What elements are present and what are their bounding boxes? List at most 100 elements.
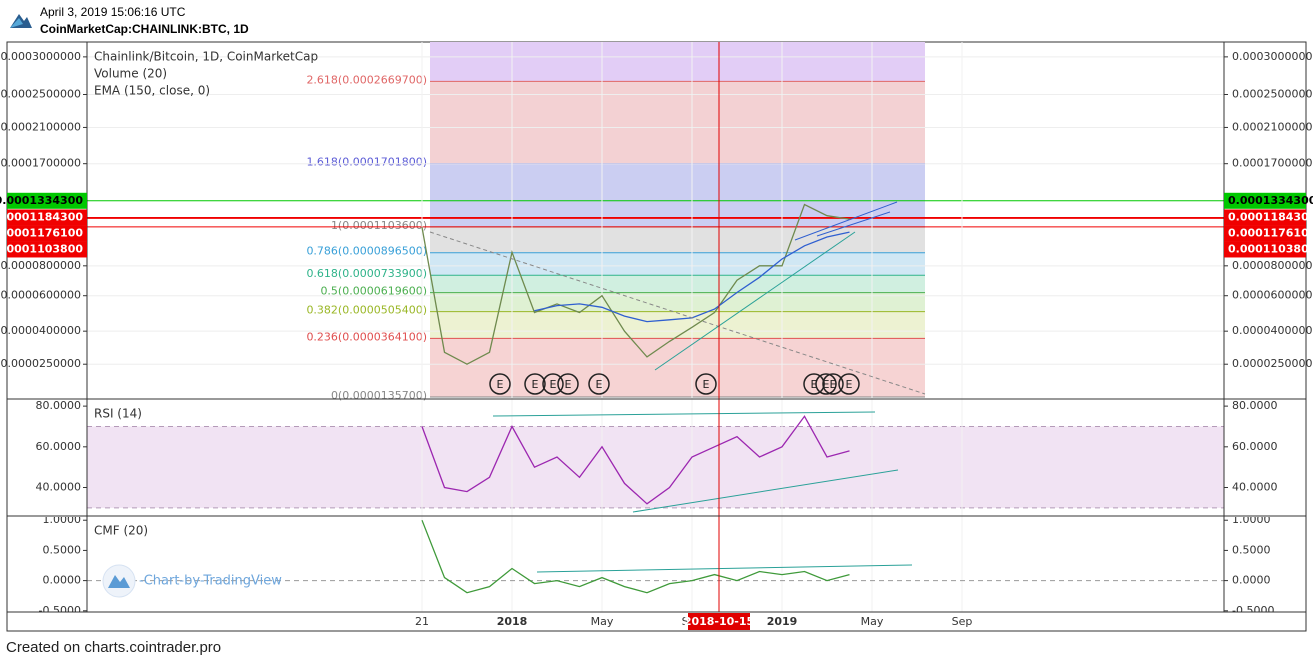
watermark-text: -Chart-by-TradingView [139,574,282,589]
y-tick-label: 80.0000 [1232,399,1278,412]
header-date: April 3, 2019 15:06:16 UTC [40,5,186,19]
fib-label: 0.786(0.0000896500) [306,245,427,258]
trendline [632,469,899,513]
price-tag [7,241,87,258]
y-tick-label: 0.5000 [1232,543,1271,556]
event-label: E [550,378,557,391]
price-tag [7,225,87,242]
event-label: E [830,378,837,391]
price-tag-label: 0.0001176100 [0,226,83,239]
fib-band [430,311,925,339]
fib-label: 0.382(0.0000505400) [306,304,427,317]
drawings [429,42,926,612]
rsi-band [87,426,1224,508]
event-label: E [497,378,504,391]
event-label: E [565,378,572,391]
y-tick-label: 40.0000 [1232,481,1278,494]
event-label: E [811,378,818,391]
x-tick-label: 21 [415,615,429,628]
event-marker [822,373,844,395]
fib-band [430,226,925,253]
y-tick-label: 1.0000 [43,513,82,526]
x-tick-label: May [861,615,884,628]
y-tick-label: 0.0000600000 [1,289,81,302]
event-marker [557,373,579,395]
legend-entry: EMA (150, close, 0) [94,84,210,98]
fib-label: 1(0.0001103600) [331,219,427,232]
header-symbol: CoinMarketCap:CHAINLINK:BTC, 1D [40,22,249,36]
fib-label: 2.618(0.0002669700) [306,73,427,86]
y-tick-label: 0.0000800000 [1232,259,1312,272]
price-tag [7,209,87,226]
trendline [654,231,856,371]
y-tick-label: 0.0000250000 [1232,357,1312,370]
y-tick-label: 0.5000 [43,543,82,556]
event-label: E [596,378,603,391]
event-marker [803,373,825,395]
y-tick-label: -0.5000 [1232,604,1274,617]
series-line [421,519,850,594]
price-tag [7,192,87,209]
y-tick-label: 0.0000800000 [1,259,81,272]
price-tag-label: 0.0001103800 [1228,242,1313,255]
crosshair-tag [688,613,750,630]
y-tick-label: 60.0000 [1232,440,1278,453]
x-tick-label: Sep [952,615,973,628]
y-tick-label: 0.0002500000 [1,88,81,101]
y-tick-label: 0.0000250000 [1,357,81,370]
y-tick-label: 0.0002500000 [1232,88,1312,101]
price-tag [1224,241,1306,258]
fib-label: 0.5(0.0000619600) [320,285,427,298]
y-tick-label: 0.0002100000 [1232,120,1312,133]
trendline [536,564,913,573]
legend-entry: Volume (20) [94,67,167,81]
y-tick-label: -0.5000 [39,604,81,617]
y-tick-label: 1.0000 [1232,513,1271,526]
price-tag [1224,209,1306,226]
event-marker [489,373,511,395]
price-tag-label: 0.0001184300 [1228,210,1313,223]
fib-label: 0.236(0.0000364100) [306,330,427,343]
y-tick-label: 0.0000400000 [1,324,81,337]
y-tick-label: 80.0000 [36,399,82,412]
trendline [794,201,898,241]
event-marker [588,373,610,395]
price-tag [1224,192,1306,209]
event-label: E [703,378,710,391]
watermark: -Chart-by-TradingView [102,564,282,598]
fib-label: 1.618(0.0001701800) [306,156,427,169]
fib-band [430,42,925,82]
fib-band [430,81,925,164]
price-tag-label: 0.0001103800 [0,242,83,255]
crosshair-label: 2018-10-15 [684,615,754,628]
trendline [492,411,876,417]
fib-label: 0(0.0000135700) [331,389,427,402]
footer: Created on charts.cointrader.pro [6,639,221,656]
price-tag-label: 0.0001184300 [0,210,83,223]
event-marker [524,373,546,395]
fib-label: 0.618(0.0000733900) [306,267,427,280]
series-line [421,203,850,365]
y-tick-label: 40.0000 [36,481,82,494]
price-tag-label: 0.0001176100 [1228,226,1313,239]
y-tick-label: 60.0000 [36,440,82,453]
event-marker [838,373,860,395]
pane-title: Chainlink/Bitcoin, 1D, CoinMarketCap [94,50,318,64]
event-marker [542,373,564,395]
y-tick-label: 0.0000 [43,574,82,587]
event-label: E [532,378,539,391]
y-tick-label: 0.0002100000 [1,120,81,133]
pane-title: CMF (20) [94,524,148,538]
event-label: E [846,378,853,391]
price-tag-label: 0.0001334300 [1228,194,1313,207]
event-marker [695,373,717,395]
price-tag-label: 0.0001334300 [0,194,83,207]
trendline [429,231,926,395]
fib-band [430,275,925,293]
trendline [816,211,891,237]
y-tick-label: 0.0000600000 [1232,289,1312,302]
y-tick-label: 0.0003000000 [1232,50,1312,63]
y-tick-label: 0.0000400000 [1232,324,1312,337]
